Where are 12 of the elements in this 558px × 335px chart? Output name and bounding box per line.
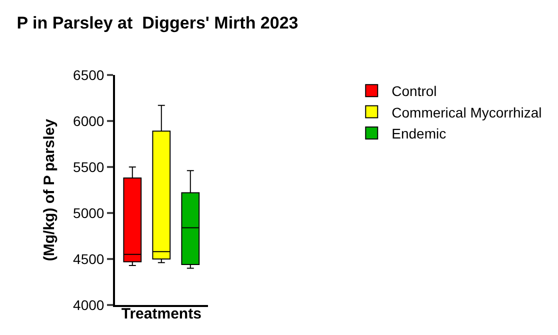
- legend-label: Commerical Mycorrhizal: [392, 104, 542, 120]
- y-tick-label: 6500: [73, 66, 104, 83]
- y-axis-title: (Mg/kg) of P parsley: [40, 118, 58, 262]
- x-axis-title: Treatments: [121, 306, 202, 322]
- y-tick-label: 4500: [73, 250, 104, 267]
- y-tick-label: 5500: [73, 158, 104, 175]
- chart-title: P in Parsley at Diggers' Mirth 2023: [16, 14, 298, 33]
- y-tick-label: 6000: [73, 112, 104, 129]
- y-tick-label: 5000: [73, 204, 104, 221]
- legend-label: Control: [392, 83, 437, 100]
- legend-label: Endemic: [392, 125, 446, 142]
- y-tick-label: 4000: [73, 296, 104, 313]
